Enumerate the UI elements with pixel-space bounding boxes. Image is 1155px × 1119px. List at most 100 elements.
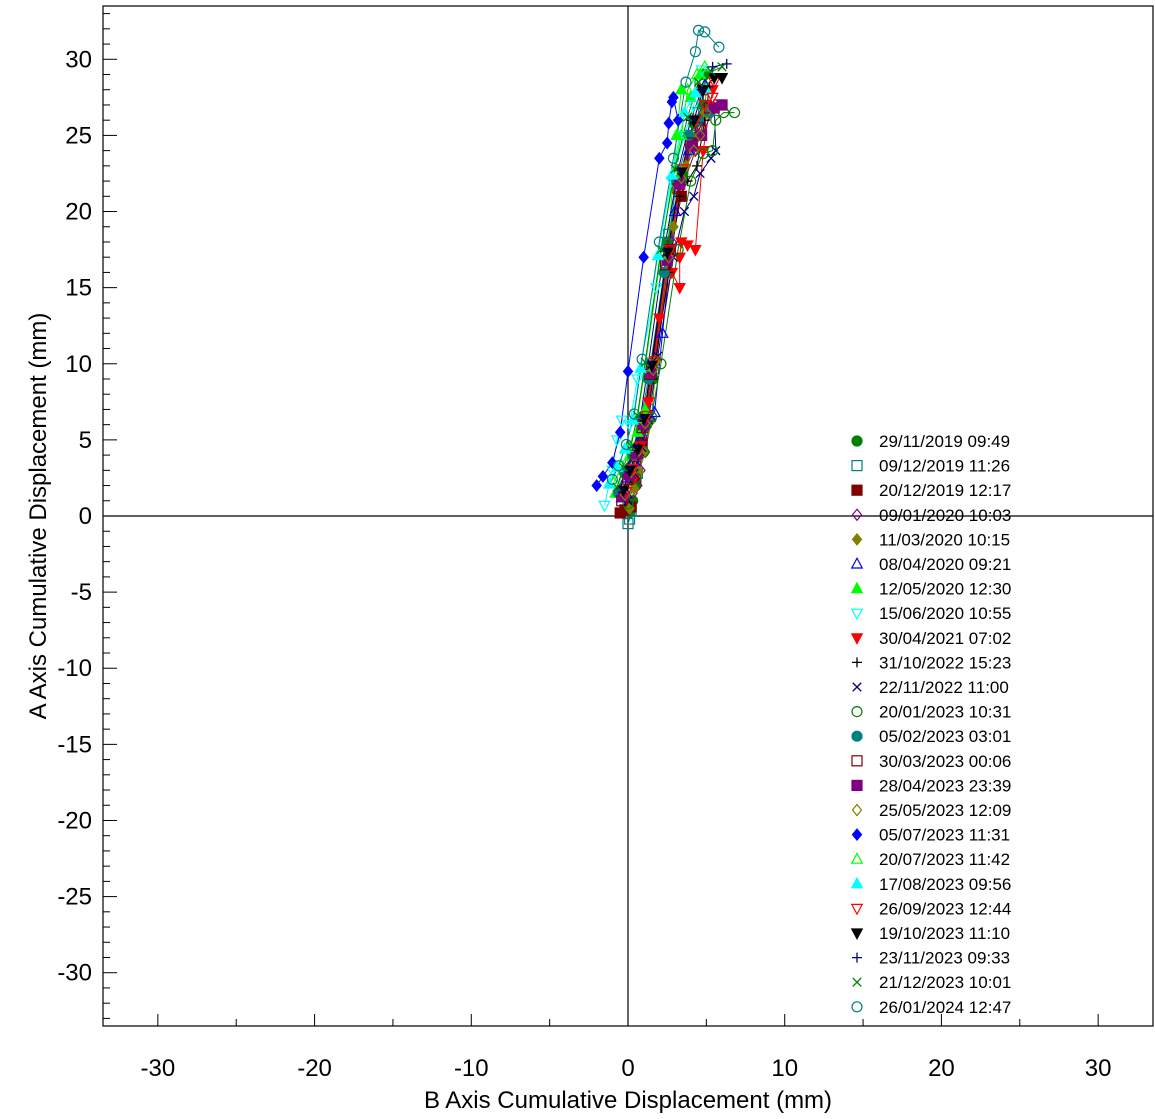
data-point — [656, 326, 669, 338]
x-tick-label: -20 — [297, 1055, 332, 1082]
data-point — [701, 106, 712, 120]
data-point — [711, 145, 721, 156]
legend-marker — [851, 508, 863, 522]
data-point — [612, 460, 625, 472]
legend-marker — [850, 876, 864, 889]
data-point — [654, 151, 665, 165]
data-point — [689, 85, 702, 98]
data-point — [698, 100, 712, 112]
legend-label: 12/05/2020 12:30 — [879, 580, 1011, 599]
data-point — [695, 168, 705, 179]
data-point — [675, 128, 688, 141]
data-point — [653, 313, 666, 326]
data-point — [696, 84, 707, 95]
data-point — [635, 412, 646, 423]
legend-marker — [851, 705, 863, 718]
legend-label: 26/09/2023 12:44 — [879, 899, 1011, 918]
data-point — [667, 152, 680, 164]
data-point — [598, 500, 611, 513]
y-tick-label: 30 — [65, 46, 92, 73]
legend-label: 19/10/2023 11:10 — [879, 924, 1010, 943]
data-point — [636, 353, 648, 365]
legend-marker — [850, 903, 864, 916]
data-point — [663, 116, 675, 130]
data-point — [666, 235, 678, 249]
x-axis-title: B Axis Cumulative Displacement (mm) — [424, 1087, 832, 1114]
y-tick-label: -20 — [57, 807, 92, 834]
data-point — [687, 100, 701, 112]
y-axis-title: A Axis Cumulative Displacement (mm) — [25, 313, 52, 720]
data-point — [728, 106, 741, 119]
x-tick-label: 10 — [771, 1055, 798, 1082]
data-point — [665, 167, 679, 180]
data-point — [693, 77, 704, 87]
legend-marker — [851, 532, 863, 546]
legend-label: 20/07/2023 11:42 — [879, 850, 1010, 869]
legend-marker — [850, 581, 864, 594]
data-point — [721, 58, 732, 69]
data-point — [628, 482, 640, 496]
data-point — [634, 361, 647, 373]
x-tick-label: 20 — [928, 1055, 955, 1082]
data-point — [673, 283, 686, 295]
legend-marker — [852, 977, 862, 987]
data-point — [610, 435, 624, 447]
legend-label: 30/04/2021 07:02 — [879, 629, 1011, 648]
data-point — [685, 175, 697, 187]
legend-label: 08/04/2020 09:21 — [879, 555, 1011, 574]
legend-label: 31/10/2022 15:23 — [879, 653, 1011, 672]
data-point — [628, 408, 640, 420]
y-tick-label: -25 — [57, 884, 92, 911]
legend-label: 11/03/2020 10:15 — [879, 530, 1010, 549]
y-tick-label: -10 — [57, 655, 92, 682]
axis-ticks: -30 -20 -10 0 10 20 30 30 25 20 15 10 5 0 -5 -10 -15 -20 -… — [57, 13, 1112, 1082]
data-point — [668, 220, 679, 234]
data-point — [674, 178, 686, 190]
data-point — [631, 374, 644, 387]
data-point — [710, 114, 722, 126]
data-point — [591, 479, 602, 492]
x-tick-label: -30 — [141, 1055, 176, 1082]
legend-marker — [851, 828, 863, 842]
legend-marker — [852, 657, 862, 668]
data-point — [686, 140, 698, 152]
data-point — [661, 136, 673, 150]
y-tick-label: -5 — [71, 579, 92, 606]
data-point — [649, 283, 663, 295]
legend-marker — [851, 484, 863, 496]
data-point — [689, 46, 701, 58]
legend-label: 30/03/2023 00:06 — [879, 752, 1011, 771]
legend-marker — [851, 1001, 863, 1013]
data-point — [670, 164, 680, 174]
data-point — [614, 425, 626, 439]
x-tick-label: -10 — [454, 1055, 489, 1082]
legend-label: 15/06/2020 10:55 — [879, 604, 1011, 623]
legend-label: 05/02/2023 03:01 — [879, 727, 1011, 746]
y-tick-label: 15 — [65, 275, 92, 302]
data-point — [706, 92, 719, 105]
legend-marker — [850, 608, 864, 621]
data-point — [696, 85, 710, 97]
legend-marker — [851, 435, 863, 447]
y-tick-label: 10 — [65, 351, 92, 378]
data-point — [640, 357, 650, 367]
data-point — [690, 67, 704, 80]
data-point — [694, 128, 706, 142]
data-point — [606, 473, 618, 486]
data-point — [622, 364, 634, 378]
legend-marker — [851, 730, 863, 742]
legend-label: 05/07/2023 11:31 — [879, 826, 1010, 845]
legend-label: 22/11/2022 11:00 — [879, 678, 1009, 697]
data-point — [696, 129, 708, 142]
data-point — [707, 145, 719, 157]
data-point — [715, 72, 729, 85]
legend-marker — [851, 803, 863, 817]
legend-marker — [851, 779, 863, 792]
legend-label: 23/11/2023 09:33 — [879, 949, 1010, 968]
data-point — [642, 397, 655, 409]
data-point — [716, 99, 728, 111]
x-tick-label: 0 — [621, 1055, 634, 1082]
data-point — [699, 26, 711, 38]
data-point — [668, 204, 682, 217]
